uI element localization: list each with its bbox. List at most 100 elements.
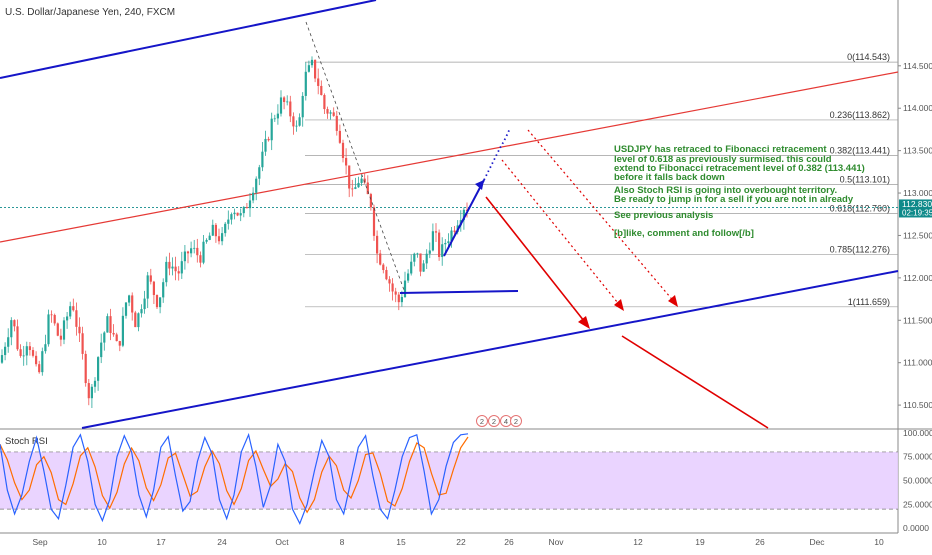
candle-body [242,207,245,214]
candle-body [264,138,267,152]
chart-title: U.S. Dollar/Japanese Yen, 240, FXCM [5,7,175,18]
candle-body [416,253,419,255]
candle-body [41,351,44,373]
projection-arrow-line [485,196,589,327]
candle-body [425,253,428,264]
stoch-k-line [0,432,469,525]
current-price-badge [899,199,932,218]
candle-body [177,271,180,274]
annotation-line: USDJPY has retraced to Fibonacci retrace… [614,144,827,155]
candle-body [248,200,252,209]
candle-body [341,142,345,158]
candle-body [7,337,10,347]
fib-level-label: 0.618(112.760) [830,203,890,213]
candle-body [109,316,112,333]
price-tick-label: 113.000 [903,188,932,198]
time-tick-label: 26 [504,537,514,547]
candle-body [323,95,326,110]
time-tick-label: Sep [32,537,47,547]
candle-body [78,326,81,334]
candle-body [143,298,146,310]
candle-body [301,95,304,118]
candle-body [128,295,131,303]
candle-body [205,239,208,242]
candle-body [227,219,230,224]
candle-body [115,334,118,342]
candle-body [106,316,109,333]
candle-body [72,306,75,311]
time-tick-label: 12 [633,537,643,547]
time-tick-label: 10 [97,537,107,547]
candle-body [332,112,335,116]
candle-body [140,309,143,314]
candle-body [335,115,338,131]
projection-dotted-head-1 [614,299,624,311]
candle-body [410,261,413,274]
candle-body [292,116,295,127]
event-badge-label: 4 [504,417,508,426]
fib-level-label: 0.5(113.101) [840,174,890,184]
candle-body [434,231,438,233]
candle-body [50,314,53,316]
candle-body [462,209,465,221]
candle-body [385,270,388,280]
time-tick-label: 22 [456,537,466,547]
candle-body [100,342,103,358]
candle-body [360,178,363,183]
candle-body [13,320,16,327]
candle-body [317,78,320,86]
candle-body [273,118,276,120]
candle-body [307,65,310,72]
annotation-line: Be ready to jump in for a sell if you ar… [614,194,854,205]
candle-body [255,178,258,193]
candle-body [28,346,31,351]
candle-body [75,310,78,327]
candle-body [351,188,354,190]
stoch-tick-label: 0.0000 [903,523,929,533]
candle-body [450,230,453,242]
candle-body [208,235,211,240]
candle-body [338,130,341,143]
annotation-line: See previous analysis [614,210,713,221]
candle-body [47,314,50,345]
candle-body [369,194,372,208]
candle-body [97,357,100,381]
price-tick-label: 111.000 [903,358,932,368]
candle-body [286,101,289,103]
candle-body [431,231,434,251]
candle-body [69,306,72,317]
candle-body [379,253,382,265]
candle-body [103,332,106,343]
candle-body [35,355,38,365]
candle-body [112,332,115,335]
time-tick-label: Oct [275,537,289,547]
candle-body [214,224,217,237]
candle-body [93,380,97,387]
candle-body [372,207,376,236]
candle-body [283,97,286,102]
projection-line-lower [621,335,769,429]
candle-body [22,355,25,357]
candle-body [10,320,13,338]
fib-level-label: 0(114.543) [847,52,890,62]
candle-body [267,138,270,141]
event-badge-label: 2 [480,417,484,426]
annotation-line: extend to Fibonacci retracement level of… [614,163,865,174]
candle-body [314,59,317,79]
candle-body [261,151,264,168]
stoch-tick-label: 50.0000 [903,476,932,486]
time-tick-label: 26 [755,537,765,547]
annotation-line: before it falls back down [614,172,725,183]
bounce-arrow-line [443,179,485,257]
candle-body [162,282,165,298]
candle-body [357,182,360,188]
bounce-arrow-head [475,180,484,190]
fib-level-label: 0.785(112.276) [830,244,890,254]
candle-body [366,182,369,195]
projection-arrow-head [578,316,590,329]
candle-body [394,291,397,295]
annotation-line: level of 0.618 as previously surmised. t… [614,154,832,165]
time-tick-label: 17 [156,537,166,547]
projection-dotted-1 [501,159,623,309]
candle-body [165,261,168,283]
